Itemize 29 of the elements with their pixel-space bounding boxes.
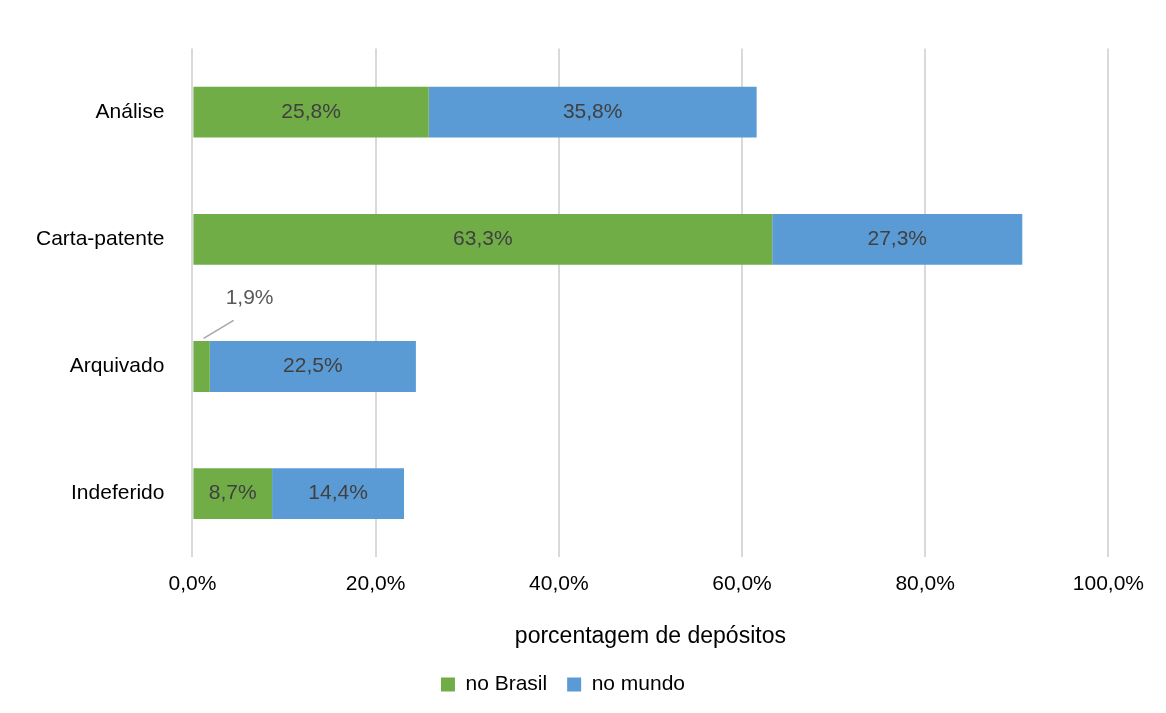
y-tick-label: Carta-patente [35, 226, 165, 250]
data-label: 14,4% [308, 480, 368, 504]
data-label: 8,7% [208, 480, 257, 504]
data-label: 25,8% [281, 98, 341, 122]
data-label: 27,3% [867, 226, 928, 250]
bar [209, 341, 416, 392]
y-tick-label: Arquivado [69, 353, 165, 377]
data-label: 63,3% [453, 226, 513, 250]
x-tick-label: 100,0% [1072, 570, 1145, 594]
x-tick-label: 0,0% [168, 570, 217, 594]
data-label: 22,5% [283, 353, 343, 377]
x-tick-label: 20,0% [345, 570, 406, 594]
bar [193, 213, 773, 265]
x-tick-label: 60,0% [712, 570, 772, 594]
bar [193, 341, 210, 392]
bar [772, 213, 1023, 265]
x-tick-label: 80,0% [895, 570, 955, 594]
x-axis-title: porcentagem de depósitos [514, 621, 786, 648]
bar [193, 468, 273, 520]
data-label: 35,8% [562, 98, 623, 122]
bar [272, 468, 404, 520]
x-tick-label: 40,0% [529, 570, 589, 594]
y-tick-label: Análise [95, 98, 165, 122]
data-label: 1,9% [225, 285, 274, 309]
legend-label: no mundo [591, 671, 686, 695]
y-tick-label: Indeferido [71, 480, 165, 504]
bar [193, 86, 429, 138]
bar [428, 86, 757, 138]
legend-label: no Brasil [465, 671, 548, 695]
